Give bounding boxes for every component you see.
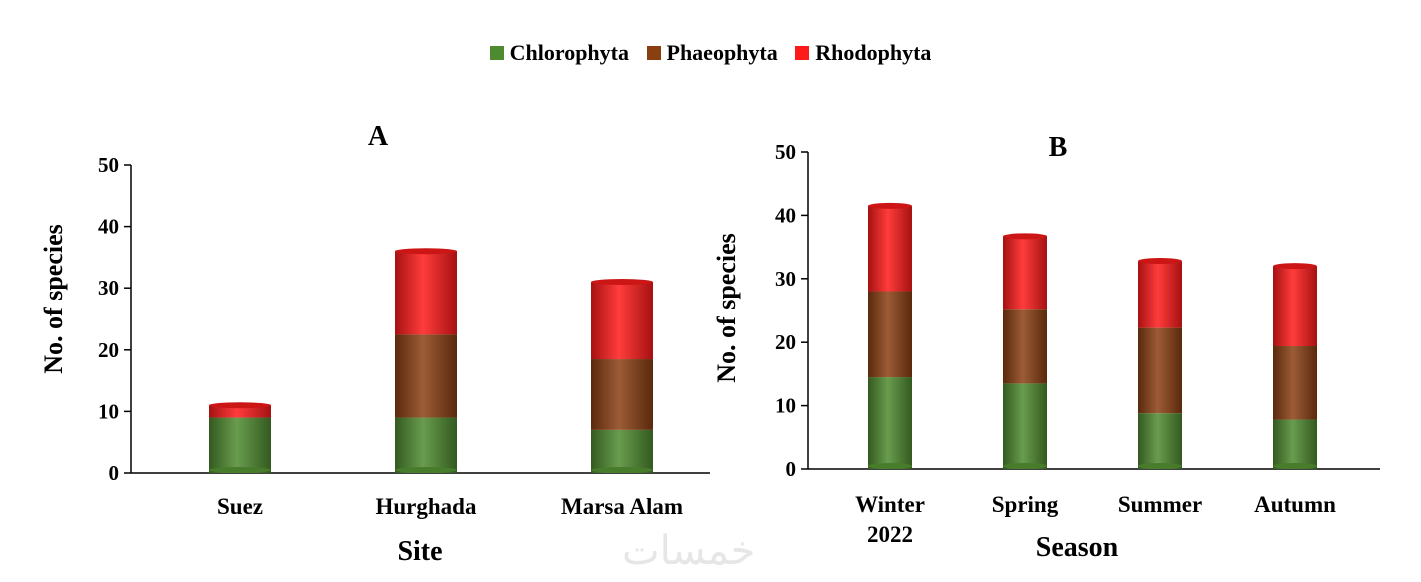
bar-rhodophyta-suez <box>209 405 271 418</box>
bar-rhodophyta-autumn <box>1273 266 1317 347</box>
bar-rhodophyta-winter-2022 <box>868 205 912 292</box>
watermark-text: خمسات <box>622 528 756 574</box>
y-tick-label: 50 <box>775 140 796 164</box>
legend-item-phaeophyta: Phaeophyta <box>646 40 778 66</box>
bar-chlorophyta-hurghada <box>395 417 457 473</box>
bar-phaeophyta-autumn <box>1273 346 1317 420</box>
x-tick-label-winter-2022: Winter <box>855 492 925 517</box>
y-axis-label: No. of species <box>712 233 741 382</box>
chart-legend: Chlorophyta Phaeophyta Rhodophyta <box>0 40 1421 66</box>
bar-top-cap-autumn <box>1273 263 1317 270</box>
bar-top-cap-suez <box>209 402 271 409</box>
y-tick-label: 50 <box>98 153 119 177</box>
bar-phaeophyta-marsa-alam <box>591 359 653 430</box>
y-tick-label: 0 <box>109 461 120 485</box>
bar-bottom-cap-hurghada <box>395 467 457 473</box>
chart-title: B <box>1049 132 1068 163</box>
bar-chlorophyta-autumn <box>1273 419 1317 469</box>
x-tick-label-winter-2022: 2022 <box>867 522 913 547</box>
chart-b: 0 10 20 30 40 50 Winter 2022 Spring Summer Autumn B… <box>712 132 1380 563</box>
bar-chlorophyta-winter-2022 <box>868 377 912 469</box>
chart-a: 0 10 20 30 40 50 Suez Hurghada Marsa Alam A No. of… <box>39 121 710 567</box>
bar-bottom-cap-autumn <box>1273 463 1317 469</box>
bar-bottom-cap-spring <box>1003 463 1047 469</box>
x-axis-label: Season <box>1036 532 1119 563</box>
bar-phaeophyta-spring <box>1003 309 1047 384</box>
y-axis-label: No. of species <box>39 224 68 373</box>
x-axis-label: Site <box>397 536 442 567</box>
legend-swatch-chlorophyta <box>489 46 504 60</box>
bar-top-cap-spring <box>1003 233 1047 240</box>
x-tick-label-marsa-alam: Marsa Alam <box>561 494 683 519</box>
legend-swatch-phaeophyta <box>646 46 661 60</box>
x-tick-label-autumn: Autumn <box>1254 492 1336 517</box>
y-tick-label: 0 <box>786 457 797 481</box>
y-tick-label: 30 <box>98 276 119 300</box>
x-tick-label-spring: Spring <box>992 492 1059 517</box>
y-tick-label: 40 <box>98 215 119 239</box>
y-tick-label: 10 <box>775 394 796 418</box>
bar-chlorophyta-suez <box>209 417 271 473</box>
legend-item-chlorophyta: Chlorophyta <box>489 40 629 66</box>
bar-phaeophyta-hurghada <box>395 334 457 418</box>
bar-rhodophyta-summer <box>1138 261 1182 328</box>
legend-item-rhodophyta: Rhodophyta <box>795 40 931 66</box>
bar-top-cap-summer <box>1138 258 1182 265</box>
bar-bottom-cap-summer <box>1138 463 1182 469</box>
y-tick-label: 40 <box>775 203 796 227</box>
bar-chlorophyta-summer <box>1138 413 1182 469</box>
bar-rhodophyta-spring <box>1003 236 1047 310</box>
bar-rhodophyta-marsa-alam <box>591 282 653 360</box>
y-tick-label: 10 <box>98 399 119 423</box>
bar-phaeophyta-winter-2022 <box>868 291 912 378</box>
y-tick-label: 30 <box>775 267 796 291</box>
chart-title: A <box>368 121 389 152</box>
x-tick-label-summer: Summer <box>1118 492 1202 517</box>
x-tick-label-suez: Suez <box>217 494 263 519</box>
bar-rhodophyta-hurghada <box>395 251 457 335</box>
legend-label-chlorophyta: Chlorophyta <box>509 40 629 65</box>
legend-label-phaeophyta: Phaeophyta <box>666 40 778 65</box>
legend-swatch-rhodophyta <box>795 46 810 60</box>
y-tick-label: 20 <box>775 330 796 354</box>
y-tick-label: 20 <box>98 338 119 362</box>
bar-phaeophyta-summer <box>1138 327 1182 414</box>
bar-bottom-cap-winter-2022 <box>868 463 912 469</box>
bar-top-cap-marsa-alam <box>591 279 653 286</box>
bar-top-cap-winter-2022 <box>868 202 912 209</box>
bar-bottom-cap-suez <box>209 467 271 473</box>
x-tick-label-hurghada: Hurghada <box>376 494 477 519</box>
bar-top-cap-hurghada <box>395 248 457 255</box>
bar-chlorophyta-marsa-alam <box>591 429 653 473</box>
legend-label-rhodophyta: Rhodophyta <box>815 40 932 65</box>
bar-bottom-cap-marsa-alam <box>591 467 653 473</box>
bar-chlorophyta-spring <box>1003 383 1047 469</box>
